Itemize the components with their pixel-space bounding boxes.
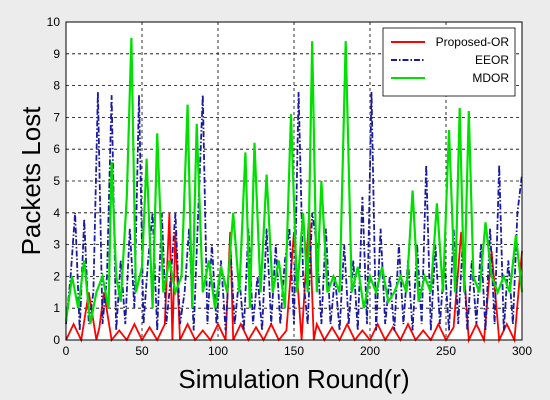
plot-border <box>65 21 523 341</box>
y-tick-label: 10 <box>47 15 61 29</box>
x-tick-label: 150 <box>284 344 304 358</box>
legend-label: MDOR <box>472 71 509 85</box>
x-axis-title: Simulation Round(r) <box>178 364 409 394</box>
series-layer <box>64 37 524 344</box>
legend-label: EEOR <box>475 53 509 67</box>
y-tick-label: 5 <box>53 174 60 188</box>
y-tick-label: 0 <box>53 333 60 347</box>
series-line-proposed-or <box>65 212 523 344</box>
series-line-mdor <box>64 37 524 325</box>
x-tick-label: 200 <box>360 344 380 358</box>
y-tick-label: 8 <box>53 79 60 93</box>
y-tick-label: 2 <box>53 269 60 283</box>
x-tick-label: 100 <box>208 344 228 358</box>
legend-label: Proposed-OR <box>436 35 510 49</box>
legend-box <box>382 27 516 97</box>
y-tick-label: 9 <box>53 47 60 61</box>
y-tick-label: 7 <box>53 110 60 124</box>
y-axis-title: Packets Lost <box>16 106 46 256</box>
x-tick-label: 300 <box>512 344 532 358</box>
legend: Proposed-OR EEOR MDOR <box>382 27 516 97</box>
x-tick-label: 0 <box>63 344 70 358</box>
y-tick-label: 3 <box>53 238 60 252</box>
ticks: 0 50 100 150 200 250 300 0 1 2 3 4 5 6 7 8 9 10 <box>47 15 533 358</box>
x-tick-label: 50 <box>135 344 149 358</box>
x-tick-label: 250 <box>436 344 456 358</box>
y-tick-label: 6 <box>53 142 60 156</box>
y-tick-label: 1 <box>53 301 60 315</box>
y-tick-label: 4 <box>53 206 60 220</box>
